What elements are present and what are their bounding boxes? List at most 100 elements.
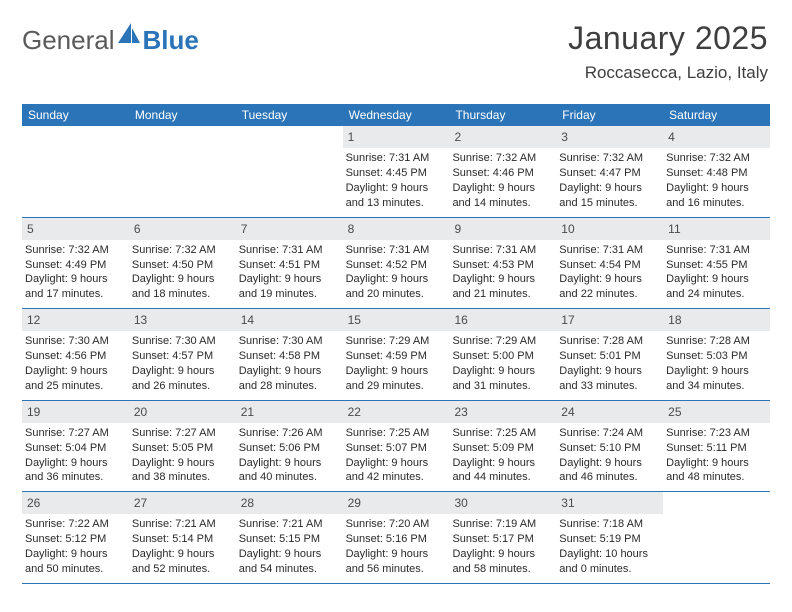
day-day2: and 33 minutes. <box>559 379 660 394</box>
day-number: 1 <box>343 126 450 148</box>
day-day1: Daylight: 9 hours <box>559 364 660 379</box>
day-sunset: Sunset: 5:04 PM <box>25 441 126 456</box>
day-day2: and 52 minutes. <box>132 562 233 577</box>
day-day1: Daylight: 9 hours <box>452 364 553 379</box>
day-day2: and 28 minutes. <box>239 379 340 394</box>
logo: General Blue <box>22 22 199 58</box>
day-body: Sunrise: 7:29 AMSunset: 5:00 PMDaylight:… <box>449 331 556 399</box>
day-cell <box>22 126 129 217</box>
day-sunrise: Sunrise: 7:29 AM <box>452 334 553 349</box>
day-sunset: Sunset: 5:01 PM <box>559 349 660 364</box>
week-row: 19Sunrise: 7:27 AMSunset: 5:04 PMDayligh… <box>22 401 770 493</box>
day-day1: Daylight: 9 hours <box>132 272 233 287</box>
day-sunrise: Sunrise: 7:31 AM <box>559 243 660 258</box>
day-day1: Daylight: 9 hours <box>239 364 340 379</box>
day-cell: 31Sunrise: 7:18 AMSunset: 5:19 PMDayligh… <box>556 492 663 583</box>
day-body: Sunrise: 7:32 AMSunset: 4:48 PMDaylight:… <box>663 148 770 216</box>
month-title: January 2025 <box>568 20 768 57</box>
day-number: 5 <box>22 218 129 240</box>
day-sunset: Sunset: 5:12 PM <box>25 532 126 547</box>
day-sunrise: Sunrise: 7:19 AM <box>452 517 553 532</box>
day-sunset: Sunset: 5:03 PM <box>666 349 767 364</box>
day-sunset: Sunset: 4:57 PM <box>132 349 233 364</box>
day-day2: and 14 minutes. <box>452 196 553 211</box>
day-number: 19 <box>22 401 129 423</box>
day-day2: and 16 minutes. <box>666 196 767 211</box>
day-body: Sunrise: 7:32 AMSunset: 4:49 PMDaylight:… <box>22 240 129 308</box>
day-sunset: Sunset: 5:16 PM <box>346 532 447 547</box>
day-body: Sunrise: 7:18 AMSunset: 5:19 PMDaylight:… <box>556 514 663 582</box>
day-number: 27 <box>129 492 236 514</box>
day-sunrise: Sunrise: 7:31 AM <box>666 243 767 258</box>
day-number: 10 <box>556 218 663 240</box>
day-day2: and 36 minutes. <box>25 470 126 485</box>
day-day1: Daylight: 10 hours <box>559 547 660 562</box>
day-sunrise: Sunrise: 7:30 AM <box>239 334 340 349</box>
day-sunrise: Sunrise: 7:30 AM <box>25 334 126 349</box>
day-day1: Daylight: 9 hours <box>132 364 233 379</box>
day-day2: and 22 minutes. <box>559 287 660 302</box>
day-body: Sunrise: 7:30 AMSunset: 4:56 PMDaylight:… <box>22 331 129 399</box>
day-number: 14 <box>236 309 343 331</box>
day-sunset: Sunset: 4:45 PM <box>346 166 447 181</box>
day-body: Sunrise: 7:25 AMSunset: 5:09 PMDaylight:… <box>449 423 556 491</box>
day-day2: and 26 minutes. <box>132 379 233 394</box>
day-day1: Daylight: 9 hours <box>25 456 126 471</box>
day-cell: 16Sunrise: 7:29 AMSunset: 5:00 PMDayligh… <box>449 309 556 400</box>
day-cell: 5Sunrise: 7:32 AMSunset: 4:49 PMDaylight… <box>22 218 129 309</box>
weekday-header: Saturday <box>663 104 770 126</box>
day-body: Sunrise: 7:31 AMSunset: 4:53 PMDaylight:… <box>449 240 556 308</box>
day-day2: and 17 minutes. <box>25 287 126 302</box>
day-day2: and 15 minutes. <box>559 196 660 211</box>
day-number: 28 <box>236 492 343 514</box>
weekday-header-row: SundayMondayTuesdayWednesdayThursdayFrid… <box>22 104 770 126</box>
day-cell: 1Sunrise: 7:31 AMSunset: 4:45 PMDaylight… <box>343 126 450 217</box>
day-body: Sunrise: 7:28 AMSunset: 5:01 PMDaylight:… <box>556 331 663 399</box>
day-body: Sunrise: 7:21 AMSunset: 5:14 PMDaylight:… <box>129 514 236 582</box>
day-cell: 20Sunrise: 7:27 AMSunset: 5:05 PMDayligh… <box>129 401 236 492</box>
day-number: 3 <box>556 126 663 148</box>
day-sunset: Sunset: 5:19 PM <box>559 532 660 547</box>
weekday-header: Tuesday <box>236 104 343 126</box>
day-cell: 10Sunrise: 7:31 AMSunset: 4:54 PMDayligh… <box>556 218 663 309</box>
day-sunrise: Sunrise: 7:32 AM <box>559 151 660 166</box>
day-cell: 13Sunrise: 7:30 AMSunset: 4:57 PMDayligh… <box>129 309 236 400</box>
day-number: 22 <box>343 401 450 423</box>
day-day2: and 50 minutes. <box>25 562 126 577</box>
day-body: Sunrise: 7:32 AMSunset: 4:47 PMDaylight:… <box>556 148 663 216</box>
day-number: 16 <box>449 309 556 331</box>
day-sunrise: Sunrise: 7:21 AM <box>132 517 233 532</box>
day-number: 29 <box>343 492 450 514</box>
day-body: Sunrise: 7:27 AMSunset: 5:05 PMDaylight:… <box>129 423 236 491</box>
day-day2: and 20 minutes. <box>346 287 447 302</box>
day-day1: Daylight: 9 hours <box>25 547 126 562</box>
day-cell: 12Sunrise: 7:30 AMSunset: 4:56 PMDayligh… <box>22 309 129 400</box>
day-number: 13 <box>129 309 236 331</box>
day-day1: Daylight: 9 hours <box>346 272 447 287</box>
day-body: Sunrise: 7:24 AMSunset: 5:10 PMDaylight:… <box>556 423 663 491</box>
weekday-header: Thursday <box>449 104 556 126</box>
week-row: 1Sunrise: 7:31 AMSunset: 4:45 PMDaylight… <box>22 126 770 218</box>
day-sunrise: Sunrise: 7:26 AM <box>239 426 340 441</box>
day-number: 21 <box>236 401 343 423</box>
day-day2: and 58 minutes. <box>452 562 553 577</box>
day-body: Sunrise: 7:19 AMSunset: 5:17 PMDaylight:… <box>449 514 556 582</box>
day-sunset: Sunset: 5:15 PM <box>239 532 340 547</box>
day-cell: 24Sunrise: 7:24 AMSunset: 5:10 PMDayligh… <box>556 401 663 492</box>
day-day1: Daylight: 9 hours <box>666 272 767 287</box>
day-body: Sunrise: 7:23 AMSunset: 5:11 PMDaylight:… <box>663 423 770 491</box>
weekday-header: Sunday <box>22 104 129 126</box>
day-day1: Daylight: 9 hours <box>346 547 447 562</box>
day-number: 30 <box>449 492 556 514</box>
calendar: SundayMondayTuesdayWednesdayThursdayFrid… <box>22 104 770 584</box>
day-sunset: Sunset: 5:06 PM <box>239 441 340 456</box>
day-sunrise: Sunrise: 7:22 AM <box>25 517 126 532</box>
day-sunset: Sunset: 4:51 PM <box>239 258 340 273</box>
day-number: 9 <box>449 218 556 240</box>
day-body: Sunrise: 7:27 AMSunset: 5:04 PMDaylight:… <box>22 423 129 491</box>
day-cell: 28Sunrise: 7:21 AMSunset: 5:15 PMDayligh… <box>236 492 343 583</box>
day-number: 26 <box>22 492 129 514</box>
day-day2: and 40 minutes. <box>239 470 340 485</box>
day-day1: Daylight: 9 hours <box>346 181 447 196</box>
day-day2: and 38 minutes. <box>132 470 233 485</box>
